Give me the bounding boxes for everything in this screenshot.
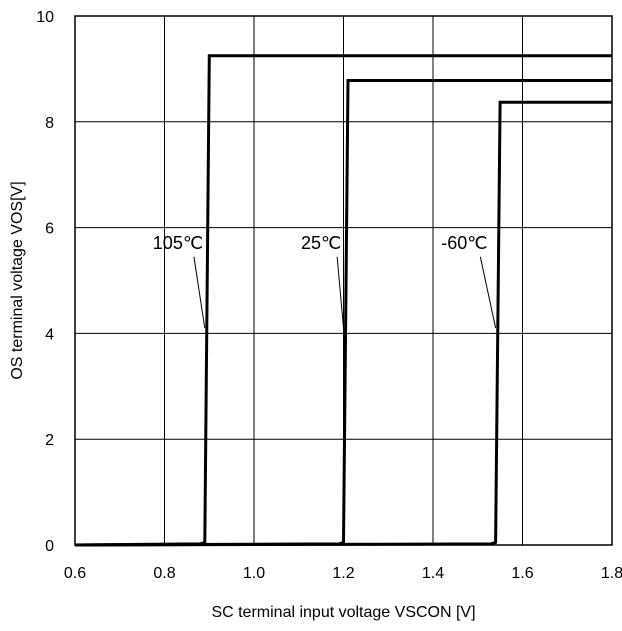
x-tick-label-5: 1.6 [511, 565, 533, 582]
y-tick-labels: 0 2 4 6 8 10 [36, 9, 54, 555]
y-tick-label-0: 0 [45, 538, 54, 555]
annotation-label-1: 25℃ [301, 233, 341, 253]
y-axis-title: OS terminal voltage VOS[V] [9, 181, 26, 379]
x-tick-label-0: 0.6 [64, 565, 86, 582]
y-tick-label-5: 10 [36, 9, 54, 26]
x-tick-label-4: 1.4 [422, 565, 444, 582]
annotation-label-0: 105℃ [153, 233, 203, 253]
y-tick-label-1: 2 [45, 432, 54, 449]
y-tick-label-3: 6 [45, 221, 54, 238]
annotation-leader-0 [193, 256, 206, 329]
annotations: 105℃ 25℃ -60℃ [153, 233, 497, 329]
y-tick-label-4: 8 [45, 115, 54, 132]
annotation-label-2: -60℃ [441, 233, 487, 253]
x-tick-label-6: 1.8 [601, 565, 622, 582]
annotation-leader-2 [479, 256, 497, 329]
x-tick-label-3: 1.2 [332, 565, 354, 582]
x-tick-label-2: 1.0 [243, 565, 265, 582]
x-axis-title: SC terminal input voltage VSCON [V] [211, 604, 475, 621]
x-tick-label-1: 0.8 [153, 565, 175, 582]
x-tick-labels: 0.6 0.8 1.0 1.2 1.4 1.6 1.8 [64, 565, 622, 582]
y-tick-label-2: 4 [45, 326, 54, 343]
annotation-leader-1 [336, 256, 344, 329]
plot-frame [74, 15, 613, 546]
